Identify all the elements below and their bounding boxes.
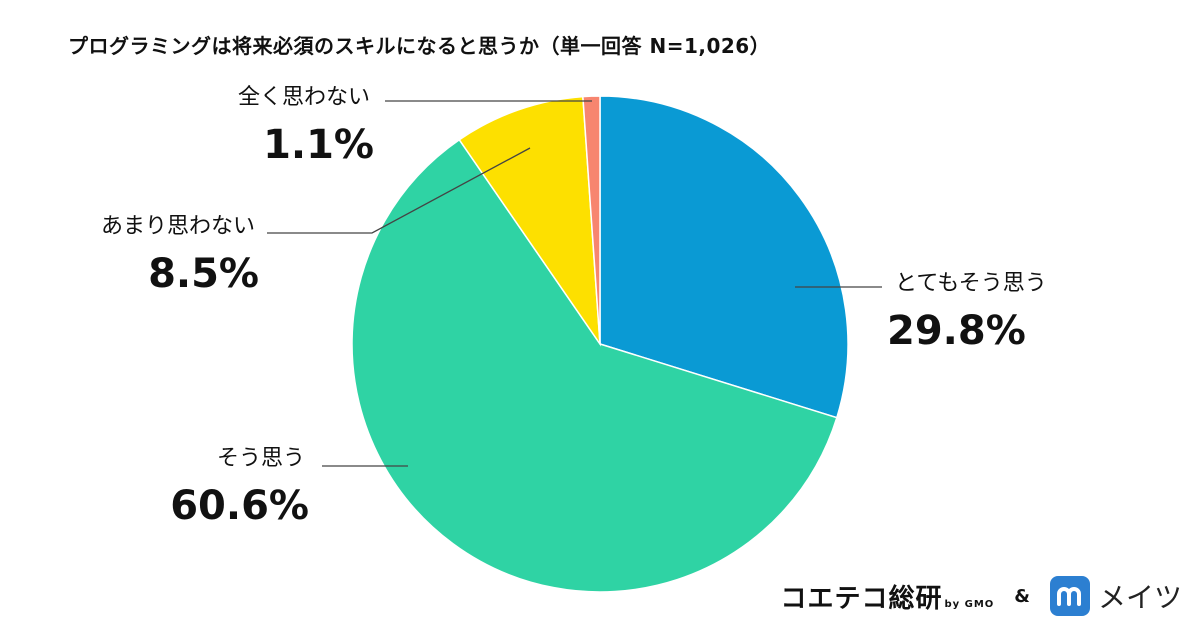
pie-slice-4 (582, 95, 601, 345)
m-logo-icon (1049, 576, 1090, 616)
leader-line-3 (267, 147, 531, 234)
slice-category-label-3: あまり思わない (101, 214, 255, 239)
chart-title: プログラミングは将来必須のスキルになると思うか（単一回答 N=1,026） (68, 34, 771, 58)
leader-lines (267, 100, 882, 467)
slice-category-label-1: とてもそう思う (895, 271, 1047, 296)
slice-category-label-4: 全く思わない (238, 85, 370, 110)
pie-slice-3 (458, 95, 601, 347)
ampersand: & (1014, 585, 1030, 607)
pie-slice-1 (599, 95, 849, 419)
slice-labels: とてもそう思う 29.8% そう思う 60.6% あまり思わない 8.5% 全く思わない 1.… (101, 85, 1047, 529)
slice-value-label-2: 60.6% (170, 483, 309, 529)
pie-slices (351, 95, 849, 593)
kotechoke-logo: コエテコ総研 by GMO (780, 583, 995, 614)
slice-value-label-3: 8.5% (148, 251, 259, 297)
slice-value-label-4: 1.1% (263, 122, 374, 168)
slice-value-label-1: 29.8% (887, 308, 1026, 354)
meitsu-logo: メイツ (1049, 576, 1182, 616)
footer-logos: コエテコ総研 by GMO & メイツ (780, 576, 1182, 616)
slice-category-label-2: そう思う (217, 446, 305, 471)
pie-slice-2 (351, 138, 838, 593)
